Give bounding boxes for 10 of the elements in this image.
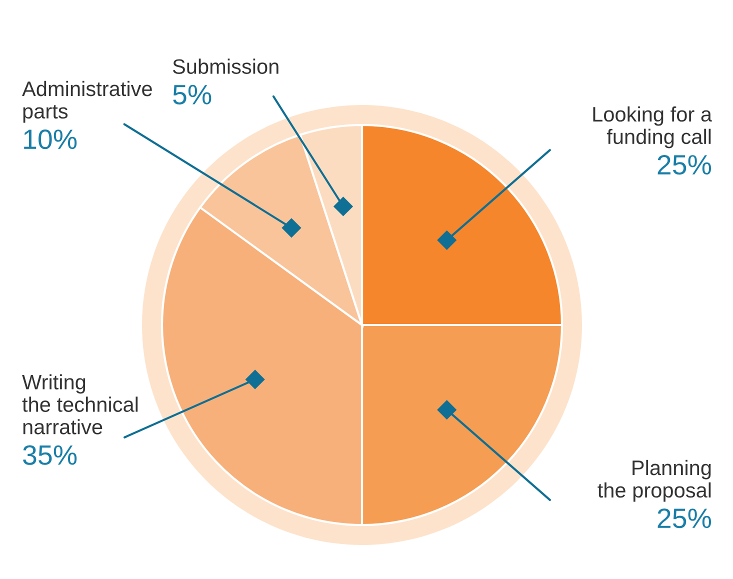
- data-label: 35%: [23, 445, 77, 465]
- data-label: 5%: [173, 84, 212, 104]
- slice-label: Planning the proposal: [598, 460, 711, 502]
- slice-label: Administrative parts: [22, 80, 152, 123]
- data-label: 10%: [24, 129, 77, 150]
- slice-label: Submission: [172, 58, 278, 74]
- slice-label: Looking for a funding call: [593, 106, 712, 148]
- slice-label: Writing the technical narrative: [22, 374, 138, 434]
- data-label: 25%: [658, 154, 712, 175]
- data-label: 25%: [658, 508, 712, 528]
